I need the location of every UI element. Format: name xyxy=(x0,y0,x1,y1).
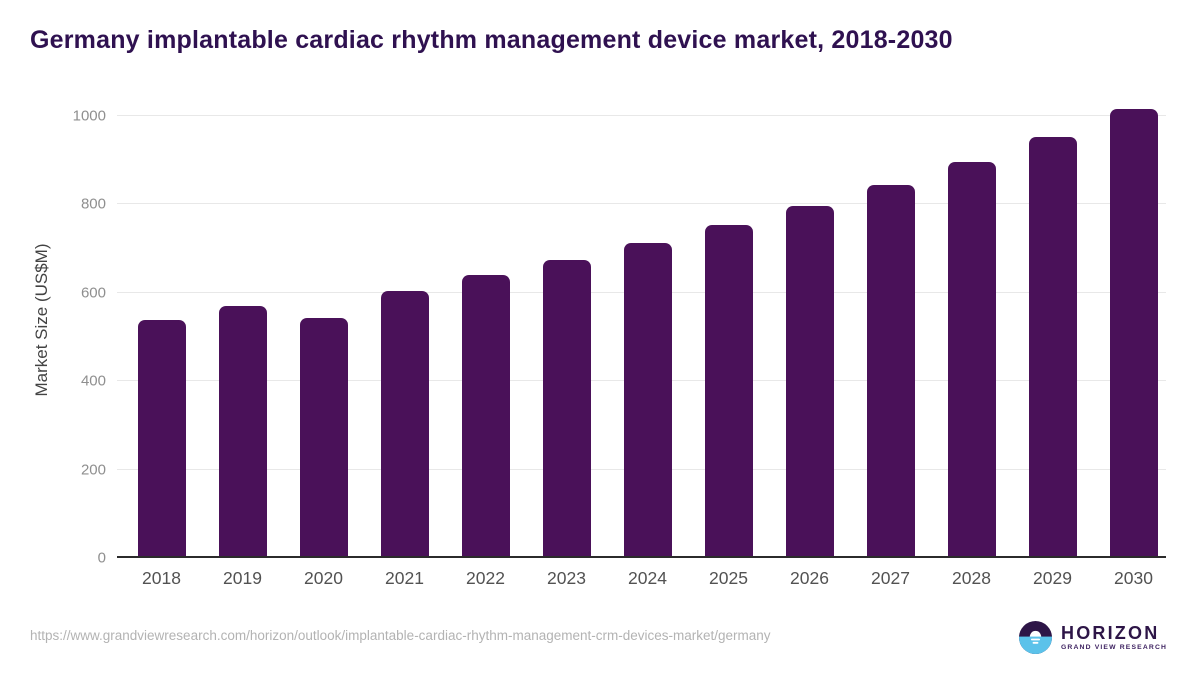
x-tick-label-2028: 2028 xyxy=(952,568,991,588)
bar-2019 xyxy=(218,306,267,556)
x-tick-label-2021: 2021 xyxy=(385,568,424,588)
x-tick-label-2027: 2027 xyxy=(871,568,910,588)
bar-2018 xyxy=(137,319,186,556)
x-tick-label-2026: 2026 xyxy=(790,568,829,588)
x-tick-label-2030: 2030 xyxy=(1114,568,1153,588)
chart-title: Germany implantable cardiac rhythm manag… xyxy=(30,26,953,54)
logo-text: HORIZON GRAND VIEW RESEARCH xyxy=(1061,624,1167,652)
x-tick-label-2022: 2022 xyxy=(466,568,505,588)
x-tick-label-2018: 2018 xyxy=(142,568,181,588)
bar-2024 xyxy=(623,243,672,556)
x-tick-label-2020: 2020 xyxy=(304,568,343,588)
bar-2029 xyxy=(1028,136,1077,556)
x-tick-label-2024: 2024 xyxy=(628,568,667,588)
bar-2030 xyxy=(1109,109,1158,556)
gridline xyxy=(117,115,1166,116)
y-axis-tick-labels: 0 200 400 600 800 1000 xyxy=(30,108,106,567)
plot-area xyxy=(117,109,1166,558)
bar-2026 xyxy=(785,205,834,556)
y-tick-label: 600 xyxy=(80,284,106,302)
horizon-sun-over-water-icon xyxy=(1019,621,1052,654)
bar-2025 xyxy=(704,224,753,556)
bar-2023 xyxy=(542,259,591,556)
bar-2022 xyxy=(461,275,510,556)
bar-2020 xyxy=(299,317,348,556)
x-axis-line xyxy=(117,556,1166,558)
bar-2027 xyxy=(866,184,915,556)
x-tick-label-2029: 2029 xyxy=(1033,568,1072,588)
logo-subtitle: GRAND VIEW RESEARCH xyxy=(1061,643,1168,651)
y-tick-label: 0 xyxy=(97,549,106,567)
y-tick-label: 400 xyxy=(80,372,106,390)
y-tick-label: 800 xyxy=(80,195,106,213)
x-tick-label-2019: 2019 xyxy=(223,568,262,588)
x-tick-label-2025: 2025 xyxy=(709,568,748,588)
gridline xyxy=(117,203,1166,205)
y-tick-label: 200 xyxy=(80,461,106,479)
horizon-logo: HORIZON GRAND VIEW RESEARCH xyxy=(1019,621,1167,654)
source-url: https://www.grandviewresearch.com/horizo… xyxy=(30,628,771,643)
x-axis-tick-labels: 2018 2019 2020 2021 2022 2023 2024 2025 2026 2027… xyxy=(0,568,1200,592)
y-tick-label: 1000 xyxy=(72,107,106,125)
bar-2021 xyxy=(380,290,429,556)
logo-brand: HORIZON xyxy=(1061,622,1160,643)
bar-2028 xyxy=(947,161,996,556)
x-tick-label-2023: 2023 xyxy=(547,568,586,588)
